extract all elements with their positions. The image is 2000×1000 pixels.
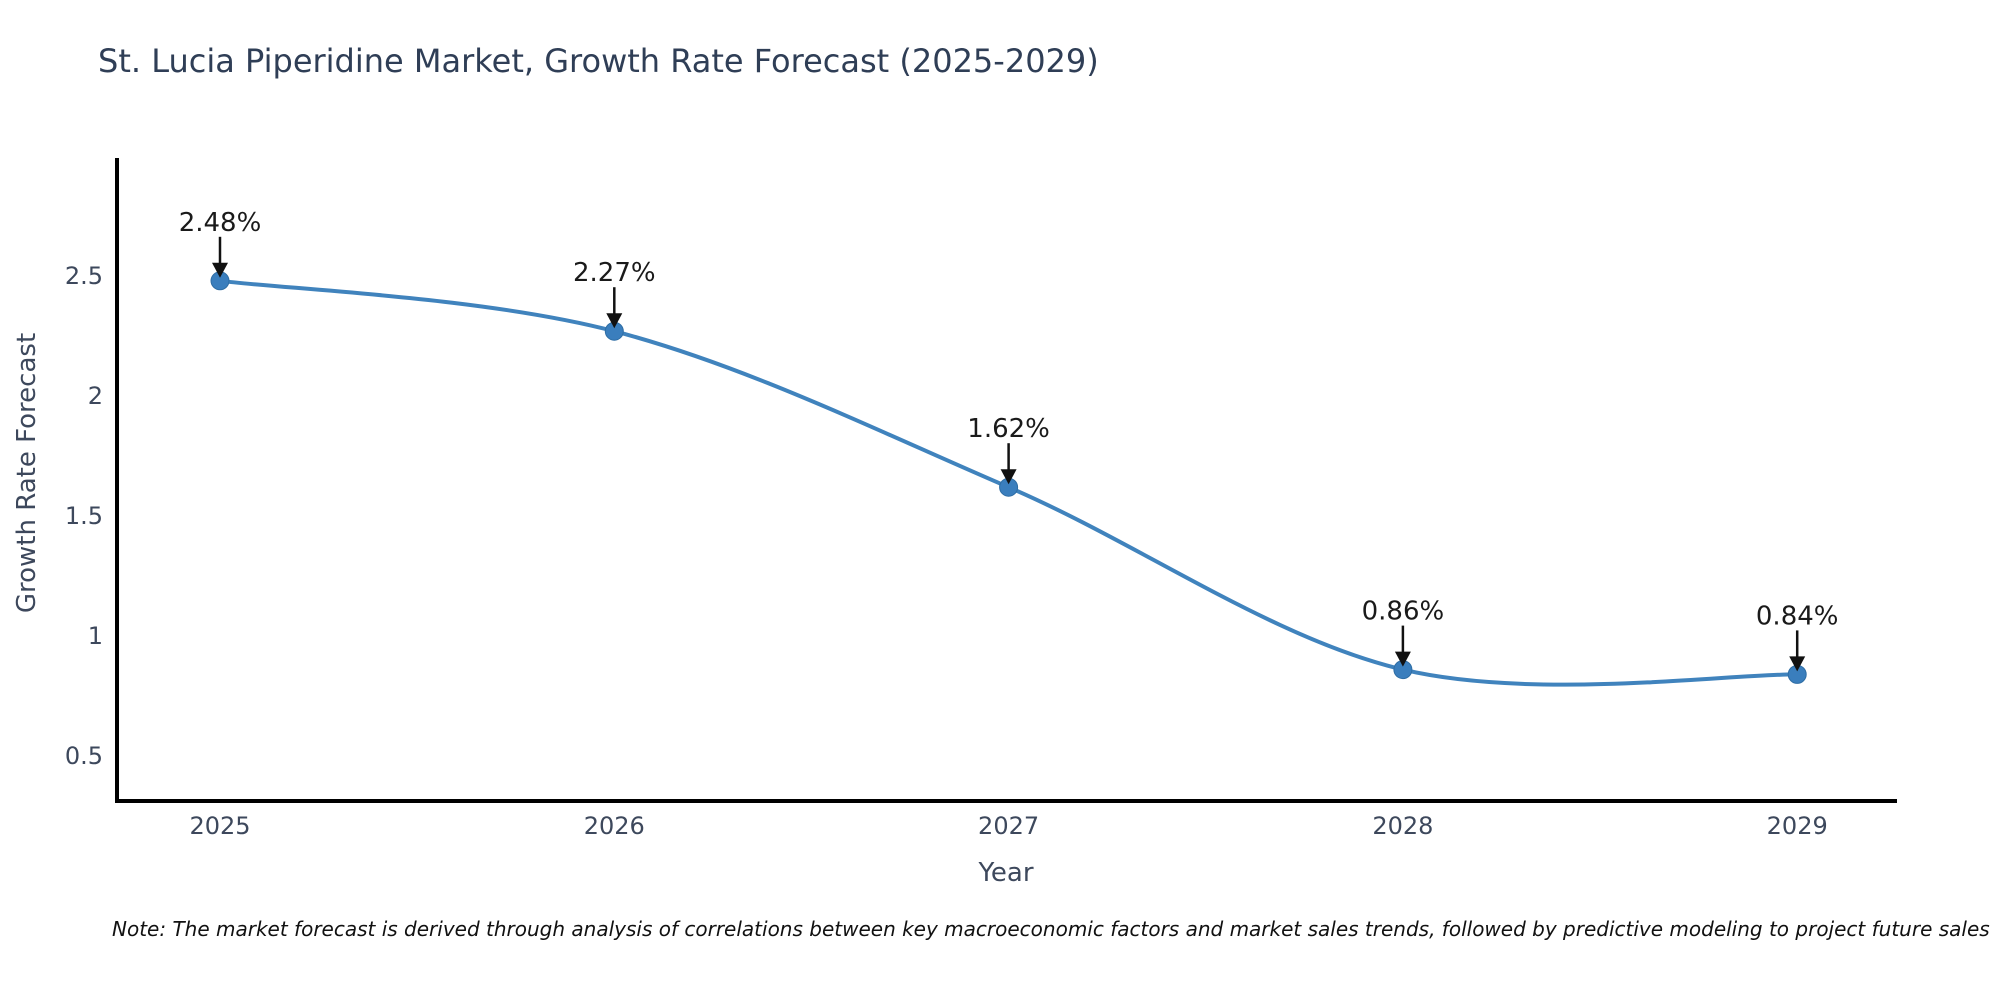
point-annotation-label: 2.27% <box>573 258 656 288</box>
annotation-arrowhead <box>1789 656 1806 672</box>
y-tick-label: 2 <box>88 382 103 410</box>
y-tick-label: 1.5 <box>65 502 103 530</box>
point-annotation-label: 0.84% <box>1756 601 1839 631</box>
x-tick-label: 2029 <box>1767 812 1828 840</box>
annotation-arrowhead <box>606 313 623 329</box>
annotation-arrowhead <box>1394 651 1411 667</box>
y-tick-label: 0.5 <box>65 742 103 770</box>
y-tick-label: 1 <box>88 622 103 650</box>
point-annotation-label: 1.62% <box>967 414 1050 444</box>
chart-title: St. Lucia Piperidine Market, Growth Rate… <box>98 42 1099 80</box>
annotation-arrowhead <box>212 262 228 278</box>
x-tick-label: 2026 <box>584 812 645 840</box>
x-tick-label: 2028 <box>1372 812 1433 840</box>
x-tick-label: 2025 <box>189 812 250 840</box>
annotation-arrowhead <box>1000 469 1017 485</box>
point-annotation-label: 2.48% <box>179 208 262 238</box>
footnote: Note: The market forecast is derived thr… <box>112 917 1990 941</box>
point-annotation-label: 0.86% <box>1362 597 1445 627</box>
x-tick-label: 2027 <box>978 812 1039 840</box>
x-axis-title: Year <box>978 858 1034 888</box>
y-tick-label: 2.5 <box>65 262 103 290</box>
